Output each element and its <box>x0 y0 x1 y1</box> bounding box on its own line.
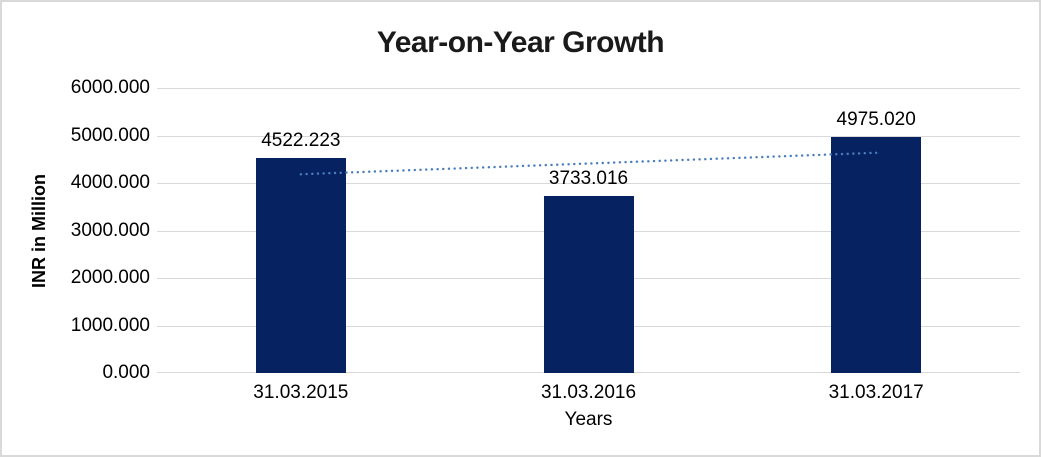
gridline <box>157 183 1020 184</box>
y-tick-label: 6000.000 <box>70 77 150 98</box>
gridline <box>157 88 1020 89</box>
plot-area: 4522.223 3733.016 4975.020 <box>157 88 1020 373</box>
gridline <box>157 135 1020 137</box>
bar <box>543 195 634 373</box>
x-axis-title: Years <box>564 409 613 430</box>
y-tick-label: 3000.000 <box>70 219 150 241</box>
chart-title: Year-on-Year Growth <box>376 26 665 59</box>
bar <box>255 158 346 373</box>
bar-value-label: 4975.020 <box>836 108 916 130</box>
bar-value-label: 3733.016 <box>548 167 629 189</box>
bar-value-label: 4522.223 <box>261 130 341 152</box>
x-tick-label: 31.03.2017 <box>828 382 924 403</box>
bar <box>831 136 922 373</box>
x-tick-label: 31.03.2016 <box>540 382 637 403</box>
y-tick-label: 5000.000 <box>70 124 150 146</box>
y-tick-label: 1000.000 <box>70 314 150 336</box>
y-tick-label: 4000.000 <box>70 172 150 193</box>
x-tick-label: 31.03.2015 <box>253 382 349 403</box>
y-tick-label: 2000.000 <box>70 267 150 288</box>
trendline-layer <box>299 151 878 176</box>
y-tick-label: 0.000 <box>102 362 150 383</box>
trendline <box>299 151 878 176</box>
